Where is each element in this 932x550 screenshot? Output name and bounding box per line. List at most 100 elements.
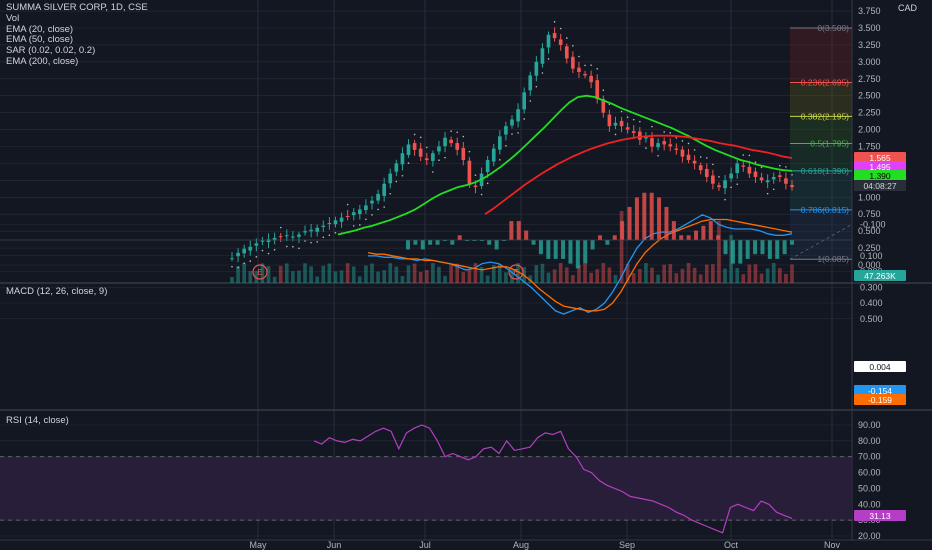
price-axis-label-3: 3.000 [858,57,881,67]
candle-body [522,92,526,110]
candle-body [382,183,386,196]
time-axis-label-6: Nov [824,540,841,550]
candle-body [406,144,411,155]
volume-bar [674,273,679,283]
volume-bar [638,268,642,283]
sar-dot [359,224,361,226]
volume-bar [254,270,259,283]
rsi-axis-label-7: 20.00 [858,531,881,541]
macd-histogram-bar [627,206,632,240]
candle-body [303,231,307,233]
candle-body [595,80,600,100]
macd-histogram-bar [649,192,654,240]
sar-dot [371,214,373,216]
macd-tag-signal: -0.159 [868,395,892,405]
candle-body [765,180,770,183]
volume-bar [278,265,283,283]
macd-histogram-bar [502,240,506,241]
volume-bar [358,276,362,283]
volume-bar [589,272,593,283]
time-axis: May Jun Jul Aug Sep Oct Nov [249,540,840,550]
macd-histogram-bar [561,240,566,259]
sar-dot [724,198,726,201]
volume-bar [443,275,447,283]
volume-bar [297,270,301,283]
candle-body [358,209,362,215]
indicator-vol[interactable]: Vol [6,12,20,24]
macd-histogram-bar [516,221,521,240]
candle-body [333,220,338,225]
macd-histogram-bar [634,197,639,240]
sar-dot [614,133,617,136]
volume-bar [412,263,417,283]
macd-axis-label-4: 0.100 [860,251,883,261]
sar-dot [407,162,410,164]
macd-histogram-bar [612,235,617,240]
volume-bar [321,265,326,283]
candle-body [339,217,344,222]
macd-histogram-bar [620,221,625,240]
volume-bar [291,271,295,283]
macd-title[interactable]: MACD (12, 26, close, 9) [6,286,108,297]
volume-bar [236,266,240,283]
macd-histogram-bar [575,240,580,269]
candle-body [504,126,508,135]
sar-dot [748,154,751,157]
macd-histogram-bar [716,235,721,240]
candle-body [266,239,271,243]
volume-bar [284,263,289,283]
sar-dot [596,68,599,70]
sar-dot [279,226,282,229]
indicator-ema20[interactable]: EMA (20, close) [6,23,74,35]
earnings-marker-2-label: E [513,268,518,277]
sar-dot [645,147,647,149]
volume-bar [437,266,441,283]
volume-bar [406,265,411,283]
volume-bar [248,271,253,283]
rsi-title[interactable]: RSI (14, close) [6,415,69,426]
sar-dot [316,241,319,243]
price-tag-ema200: 1.565 [869,153,891,163]
macd-tag-signal-bg [854,394,906,405]
chart-legend[interactable]: SUMMA SILVER CORP, 1D, CSE Vol EMA (20, … [6,2,148,68]
price-axis-label-8: 1.750 [858,142,881,152]
sar-dot [255,256,258,258]
candle-body [583,73,587,76]
sar-dot [699,156,702,158]
macd-histogram-bar [479,240,484,241]
volume-bar [315,276,320,283]
volume-bar [431,263,435,283]
candle-body [284,235,289,237]
sar-dot [249,260,252,262]
volume-bar [327,263,332,283]
volume-bar [698,274,703,283]
volume-bar [498,263,502,283]
indicator-ema200[interactable]: EMA (200, close) [6,55,79,67]
sar-dot [760,166,763,169]
sar-dot [468,150,471,153]
volume-bar [601,263,606,283]
sar-dot [395,180,398,183]
time-axis-label-4: Sep [619,540,635,550]
sar-dot [523,118,525,120]
volume-bar [778,268,782,283]
macd-histogram-bar [420,240,425,250]
price-tag-countdown-bg [854,180,906,191]
sar-dot [462,135,465,138]
macd-histogram-bar [524,230,529,240]
indicator-ema50[interactable]: EMA (50, close) [6,34,74,46]
macd-histogram-bar [745,240,750,259]
sar-dot [535,85,538,88]
candle-body [711,175,715,184]
volume-bar [564,267,569,283]
indicator-sar[interactable]: SAR (0.02, 0.02, 0.2) [6,45,96,57]
sar-dot [456,131,459,134]
rsi-line [313,424,793,534]
volume-bar [625,264,630,283]
macd-histogram-bar [686,235,691,240]
candle-body [784,178,788,184]
macd-histogram-bar [723,240,728,255]
